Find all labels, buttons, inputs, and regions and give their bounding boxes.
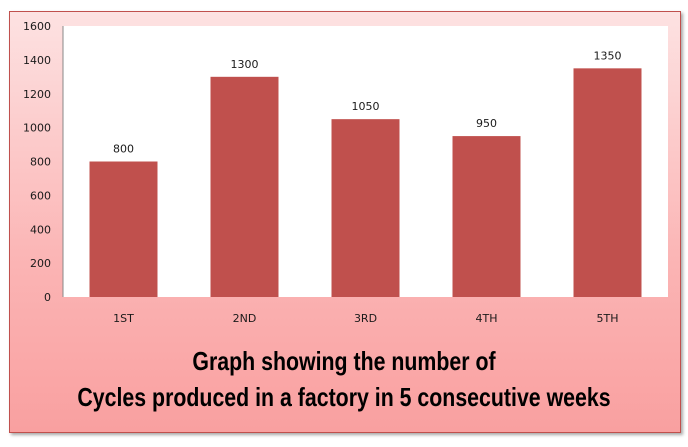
y-tick-label: 0 [44,291,51,304]
y-tick-label: 800 [30,156,51,169]
x-tick-label: 2ND [233,312,257,325]
data-label: 1350 [594,49,622,62]
y-tick-label: 1600 [23,20,51,33]
chart-title-line-1: Graph showing the number of [192,346,496,376]
data-label: 1300 [231,58,259,71]
y-tick-label: 1400 [23,54,51,67]
bar [452,136,521,297]
y-tick-label: 1000 [23,122,51,135]
y-tick-label: 200 [30,257,51,270]
x-tick-label: 3RD [354,312,377,325]
bar [89,161,158,297]
y-tick-label: 600 [30,189,51,202]
data-label: 950 [476,117,497,130]
data-label: 800 [113,143,134,156]
bar [573,68,642,297]
chart-title: Graph showing the number of Cycles produ… [0,343,688,415]
bar [331,119,400,297]
chart-title-line-2: Cycles produced in a factory in 5 consec… [77,382,611,412]
x-tick-label: 1ST [113,312,134,325]
data-label: 1050 [352,100,380,113]
y-tick-label: 1200 [23,88,51,101]
x-tick-label: 5TH [597,312,619,325]
y-tick-label: 400 [30,223,51,236]
x-tick-label: 4TH [476,312,498,325]
bar [210,76,279,297]
